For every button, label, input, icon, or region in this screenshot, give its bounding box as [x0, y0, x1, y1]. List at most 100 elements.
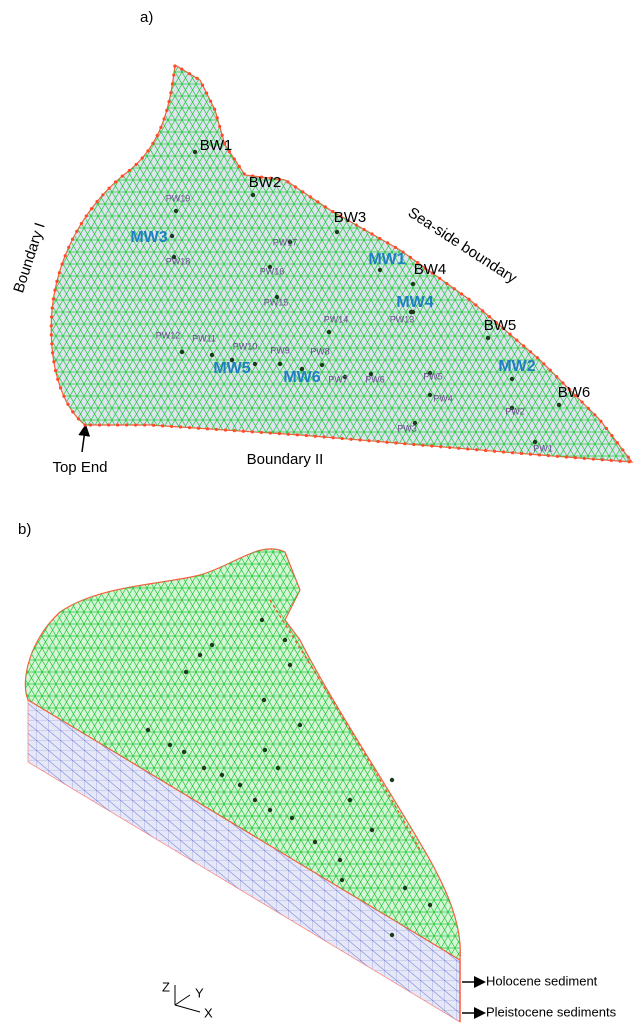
boundary-node: [50, 315, 53, 318]
boundary-node: [89, 423, 92, 426]
boundary-node: [593, 413, 596, 416]
well-label: PW3: [397, 423, 417, 433]
boundary-node: [278, 432, 281, 435]
well-label: PW8: [310, 346, 330, 356]
boundary-node: [242, 430, 245, 433]
boundary-node: [171, 82, 174, 85]
boundary-node: [213, 108, 216, 111]
well-label: PW1: [533, 443, 553, 453]
boundary-node: [599, 420, 602, 423]
boundary-node: [170, 425, 173, 428]
boundary-node: [71, 238, 74, 241]
boundary-node: [448, 446, 451, 449]
boundary-node: [167, 100, 170, 103]
well-marker: [428, 393, 432, 397]
well-label: PW5: [423, 371, 443, 381]
boundary-node: [98, 423, 101, 426]
boundary-node: [146, 149, 149, 152]
boundary-node: [296, 433, 299, 436]
mesh-fill: [51, 65, 632, 462]
well-label: BW2: [249, 174, 282, 191]
well-label: PW11: [192, 333, 216, 343]
boundary-node: [218, 125, 221, 128]
well-label: PW12: [156, 330, 181, 340]
boundary-node: [107, 423, 110, 426]
boundary-node: [547, 454, 550, 457]
boundary-node: [621, 448, 624, 451]
boundary-node: [134, 423, 137, 426]
boundary-node: [83, 423, 86, 426]
well-marker: [146, 728, 150, 732]
boundary-node: [90, 207, 93, 210]
boundary-node: [466, 447, 469, 450]
axis-line: [175, 995, 190, 1005]
boundary-node: [367, 439, 370, 442]
well-label: PW16: [260, 266, 285, 276]
well-marker: [202, 766, 206, 770]
boundary-node: [305, 434, 308, 437]
boundary-node: [58, 271, 61, 274]
well-marker: [428, 903, 432, 907]
well-label: MW1: [368, 251, 405, 268]
boundary-node: [173, 65, 176, 68]
well-marker: [378, 268, 382, 272]
boundary-node: [53, 289, 56, 292]
mesh-a: [51, 65, 632, 462]
well-marker: [193, 150, 197, 154]
boundary-node: [59, 386, 62, 389]
boundary-node: [64, 254, 67, 257]
well-label: PW15: [264, 297, 289, 307]
well-marker: [340, 878, 344, 882]
boundary-node: [114, 180, 117, 183]
boundary-node: [77, 417, 80, 420]
well-marker: [251, 193, 255, 197]
axis-line: [175, 1005, 200, 1012]
boundary-node: [565, 455, 568, 458]
well-marker: [370, 828, 374, 832]
well-marker: [320, 363, 324, 367]
boundary-node: [287, 433, 290, 436]
boundary-node: [493, 450, 496, 453]
boundary-node: [610, 434, 613, 437]
boundary-node: [341, 437, 344, 440]
boundary-node: [116, 423, 119, 426]
boundary-node: [421, 444, 424, 447]
boundary-label: Boundary I: [10, 221, 49, 295]
boundary-node: [54, 369, 57, 372]
boundary-node: [412, 443, 415, 446]
well-marker: [260, 618, 264, 622]
boundary-node: [555, 375, 558, 378]
boundary-node: [172, 73, 175, 76]
well-marker: [403, 886, 407, 890]
boundary-node: [152, 424, 155, 427]
well-marker: [313, 840, 317, 844]
boundary-node: [515, 339, 518, 342]
boundary-node: [332, 436, 335, 439]
boundary-node: [95, 200, 98, 203]
boundary-node: [151, 142, 154, 145]
boundary-node: [484, 449, 487, 452]
boundary-node: [206, 427, 209, 430]
boundary-node: [60, 263, 63, 266]
boundary-node: [511, 451, 514, 454]
boundary-node: [159, 126, 162, 129]
boundary-node: [430, 444, 433, 447]
boundary-node: [520, 452, 523, 455]
well-marker: [290, 816, 294, 820]
boundary-node: [101, 193, 104, 196]
boundary-node: [529, 350, 532, 353]
boundary-node: [71, 410, 74, 413]
well-label: PW19: [166, 193, 191, 203]
boundary-node: [55, 280, 58, 283]
boundary-node: [349, 438, 352, 441]
boundary-node: [260, 431, 263, 434]
boundary-node: [233, 157, 236, 160]
boundary-node: [85, 214, 88, 217]
boundary-node: [121, 174, 124, 177]
boundary-node: [378, 237, 381, 240]
well-marker: [210, 643, 214, 647]
well-marker: [182, 750, 186, 754]
well-label: BW1: [200, 137, 233, 154]
well-marker: [276, 766, 280, 770]
boundary-node: [542, 362, 545, 365]
